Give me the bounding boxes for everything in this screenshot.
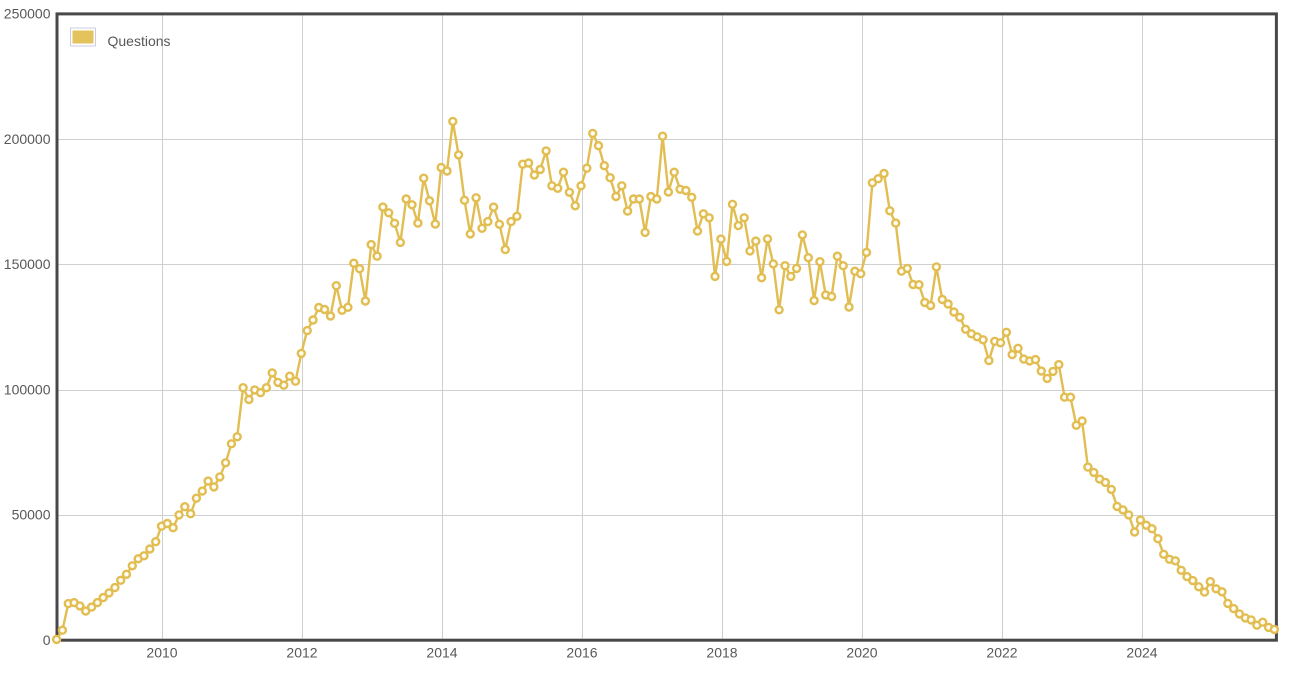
svg-text:2020: 2020: [846, 645, 877, 661]
svg-text:2012: 2012: [286, 645, 317, 661]
svg-text:2022: 2022: [986, 645, 1017, 661]
svg-text:200000: 200000: [4, 131, 51, 147]
svg-text:2024: 2024: [1126, 645, 1157, 661]
svg-text:250000: 250000: [4, 6, 51, 22]
svg-text:0: 0: [43, 632, 51, 648]
svg-text:150000: 150000: [4, 256, 51, 272]
svg-text:2010: 2010: [146, 645, 177, 661]
svg-text:2018: 2018: [706, 645, 737, 661]
svg-text:2014: 2014: [426, 645, 457, 661]
svg-text:Questions: Questions: [108, 33, 171, 49]
svg-text:100000: 100000: [4, 382, 51, 398]
svg-text:50000: 50000: [12, 507, 51, 523]
svg-text:2016: 2016: [566, 645, 597, 661]
